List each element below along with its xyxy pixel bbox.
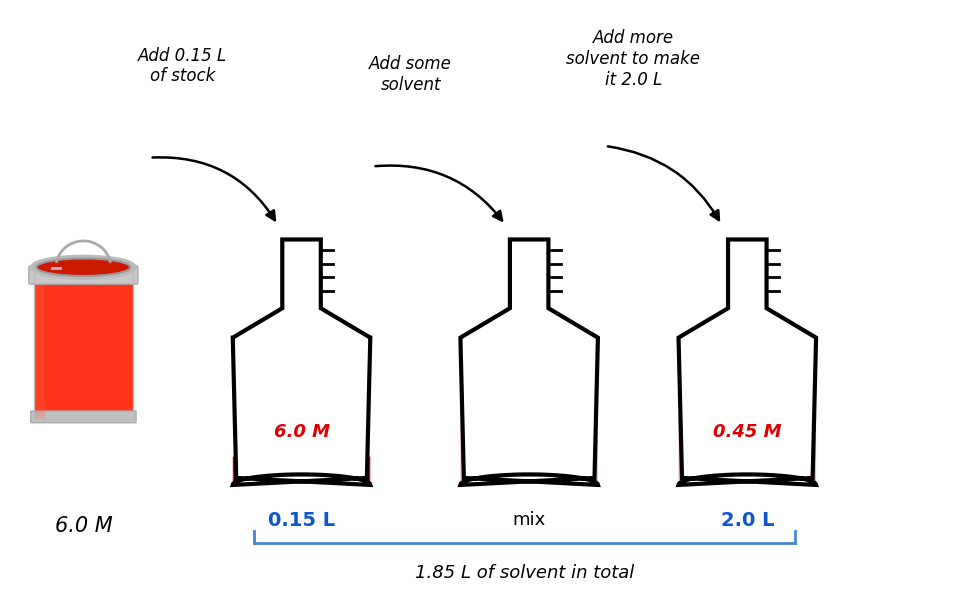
Text: 0.45 M: 0.45 M: [712, 424, 781, 441]
Text: 2.0 L: 2.0 L: [720, 510, 773, 529]
Polygon shape: [678, 414, 815, 485]
FancyArrowPatch shape: [375, 166, 501, 221]
FancyArrowPatch shape: [607, 146, 719, 220]
FancyBboxPatch shape: [33, 270, 133, 419]
Text: 6.0 M: 6.0 M: [274, 424, 329, 441]
Text: 6.0 M: 6.0 M: [54, 516, 112, 536]
Text: Add some
solvent: Add some solvent: [369, 55, 452, 94]
Polygon shape: [460, 240, 598, 485]
FancyArrowPatch shape: [152, 158, 274, 220]
Text: Add 0.15 L
of stock: Add 0.15 L of stock: [138, 47, 228, 86]
Text: 0.15 L: 0.15 L: [268, 510, 335, 529]
Text: Add more
solvent to make
it 2.0 L: Add more solvent to make it 2.0 L: [566, 29, 700, 88]
Polygon shape: [460, 403, 598, 485]
Polygon shape: [233, 240, 370, 485]
Ellipse shape: [36, 258, 131, 276]
Polygon shape: [233, 457, 370, 485]
Polygon shape: [678, 240, 815, 485]
FancyBboxPatch shape: [30, 411, 136, 422]
FancyBboxPatch shape: [33, 270, 45, 419]
Text: 1.85 L of solvent in total: 1.85 L of solvent in total: [415, 564, 634, 582]
Text: mix: mix: [512, 511, 545, 529]
FancyBboxPatch shape: [29, 266, 138, 284]
